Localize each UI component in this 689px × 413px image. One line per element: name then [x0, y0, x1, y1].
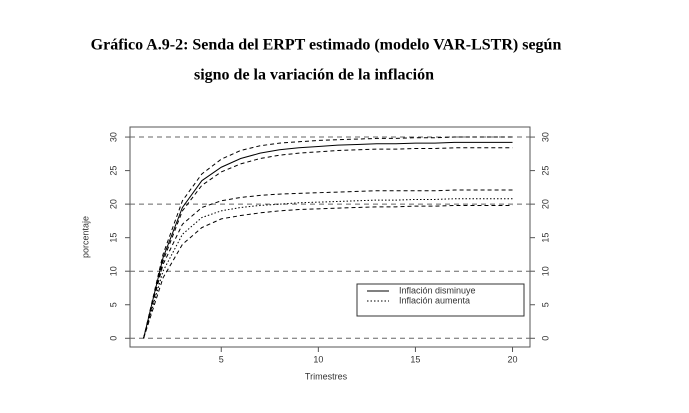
line	[143, 147, 513, 339]
line	[143, 189, 513, 339]
x-tick-label: 20	[508, 354, 518, 364]
y-tick-label: 25	[108, 166, 118, 176]
y-tick-label: 10	[108, 266, 118, 276]
legend-label: Inflación disminuye	[399, 285, 476, 295]
line	[143, 204, 513, 339]
legend-label: Inflación aumenta	[399, 295, 470, 305]
plot-frame	[129, 126, 531, 348]
line	[143, 141, 513, 339]
y-tick-label: 0	[540, 336, 550, 341]
y-tick-label: 5	[540, 302, 550, 307]
y-tick-label: 10	[540, 266, 550, 276]
x-tick-label: 5	[219, 354, 224, 364]
y-tick-label: 30	[108, 132, 118, 142]
y-tick-label: 30	[540, 132, 550, 142]
line	[143, 136, 513, 339]
y-tick-label: 25	[540, 166, 550, 176]
x-axis-label: Trimestres	[305, 371, 348, 381]
line	[143, 198, 513, 339]
y-tick-label: 5	[108, 302, 118, 307]
y-tick-label: 15	[108, 233, 118, 243]
y-tick-label: 15	[540, 233, 550, 243]
legend-box	[356, 283, 525, 317]
x-tick-label: 10	[313, 354, 323, 364]
y-tick-label: 20	[540, 199, 550, 209]
x-tick-label: 15	[410, 354, 420, 364]
y-tick-label: 0	[108, 336, 118, 341]
chart-title: Gráfico A.9-2: Senda del ERPT estimado (…	[91, 37, 562, 54]
y-tick-label: 20	[108, 199, 118, 209]
chart-title: signo de la variación de la inflación	[194, 67, 434, 84]
y-axis-label: porcentaje	[80, 216, 90, 258]
